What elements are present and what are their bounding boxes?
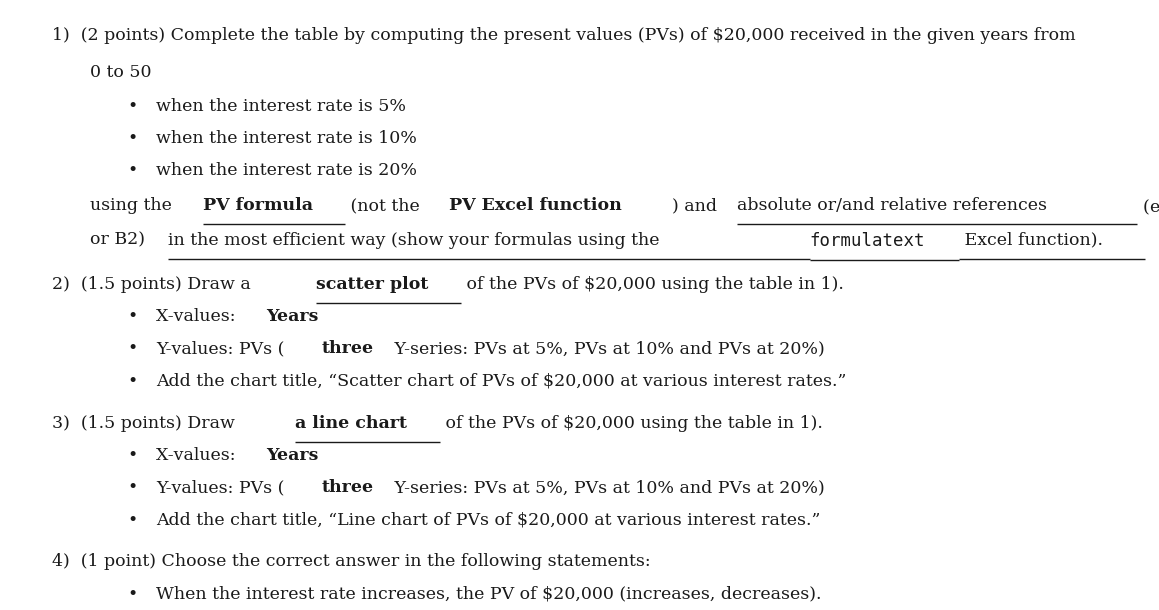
Text: Y-series: PVs at 5%, PVs at 10% and PVs at 20%): Y-series: PVs at 5%, PVs at 10% and PVs … (389, 340, 825, 357)
Text: three: three (322, 479, 374, 497)
Text: absolute or/and relative references: absolute or/and relative references (737, 197, 1047, 214)
Text: Add the chart title, “Line chart of PVs of $20,000 at various interest rates.”: Add the chart title, “Line chart of PVs … (156, 512, 821, 529)
Text: •: • (127, 586, 138, 603)
Text: (e.g., $B$2, $B2, B$2,: (e.g., $B$2, $B2, B$2, (1137, 197, 1159, 218)
Text: Y-values: PVs (: Y-values: PVs ( (156, 479, 285, 497)
Text: (not the: (not the (345, 197, 425, 214)
Text: •: • (127, 98, 138, 115)
Text: PV formula: PV formula (203, 197, 313, 214)
Text: 4)  (1 point) Choose the correct answer in the following statements:: 4) (1 point) Choose the correct answer i… (52, 553, 651, 570)
Text: formulatext: formulatext (810, 232, 925, 250)
Text: when the interest rate is 20%: when the interest rate is 20% (156, 162, 417, 179)
Text: of the PVs of $20,000 using the table in 1).: of the PVs of $20,000 using the table in… (439, 415, 823, 432)
Text: in the most efficient way (show your formulas using the: in the most efficient way (show your for… (168, 232, 665, 249)
Text: ) and: ) and (671, 197, 722, 214)
Text: when the interest rate is 5%: when the interest rate is 5% (156, 98, 407, 115)
Text: Years: Years (267, 447, 319, 464)
Text: •: • (127, 340, 138, 357)
Text: •: • (127, 373, 138, 390)
Text: 2)  (1.5 points) Draw a: 2) (1.5 points) Draw a (52, 276, 256, 293)
Text: Y-values: PVs (: Y-values: PVs ( (156, 340, 285, 357)
Text: •: • (127, 512, 138, 529)
Text: X-values:: X-values: (156, 308, 241, 325)
Text: a line chart: a line chart (296, 415, 407, 432)
Text: 3)  (1.5 points) Draw: 3) (1.5 points) Draw (52, 415, 241, 432)
Text: or B2): or B2) (90, 232, 151, 249)
Text: Excel function).: Excel function). (958, 232, 1103, 249)
Text: when the interest rate is 10%: when the interest rate is 10% (156, 130, 417, 147)
Text: PV Excel function: PV Excel function (449, 197, 621, 214)
Text: Years: Years (267, 308, 319, 325)
Text: scatter plot: scatter plot (315, 276, 428, 293)
Text: •: • (127, 308, 138, 325)
Text: •: • (127, 130, 138, 147)
Text: of the PVs of $20,000 using the table in 1).: of the PVs of $20,000 using the table in… (461, 276, 844, 293)
Text: •: • (127, 447, 138, 464)
Text: When the interest rate increases, the PV of $20,000 (increases, decreases).: When the interest rate increases, the PV… (156, 586, 822, 603)
Text: 0 to 50: 0 to 50 (90, 64, 152, 81)
Text: Add the chart title, “Scatter chart of PVs of $20,000 at various interest rates.: Add the chart title, “Scatter chart of P… (156, 373, 847, 390)
Text: •: • (127, 162, 138, 179)
Text: using the: using the (90, 197, 177, 214)
Text: three: three (322, 340, 374, 357)
Text: •: • (127, 479, 138, 497)
Text: X-values:: X-values: (156, 447, 241, 464)
Text: Y-series: PVs at 5%, PVs at 10% and PVs at 20%): Y-series: PVs at 5%, PVs at 10% and PVs … (389, 479, 825, 497)
Text: 1)  (2 points) Complete the table by computing the present values (PVs) of $20,0: 1) (2 points) Complete the table by comp… (52, 27, 1076, 45)
